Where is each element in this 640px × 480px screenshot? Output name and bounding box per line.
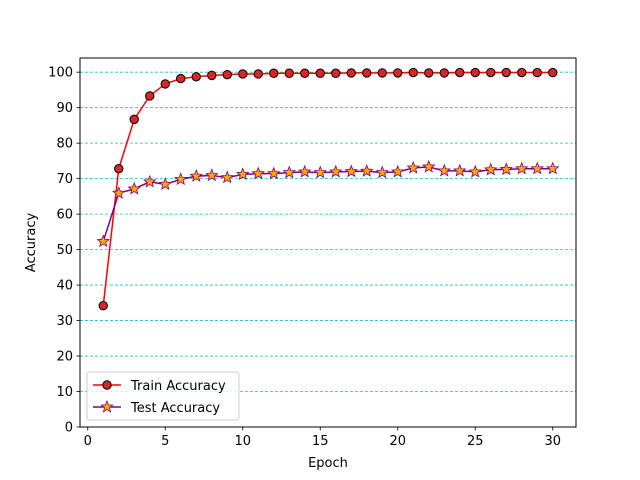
data-point: [176, 73, 186, 84]
plot-area-frame: [79, 57, 577, 428]
legend-train-marker: [102, 380, 112, 390]
x-axis-label: Epoch: [308, 456, 348, 471]
data-point: [468, 164, 483, 178]
legend-marker: [102, 380, 112, 390]
y-tick-label: 10: [56, 385, 73, 400]
y-tick-label: 100: [48, 66, 73, 81]
data-point: [421, 159, 436, 173]
data-point: [346, 68, 356, 78]
data-point: [501, 67, 511, 78]
data-point: [282, 165, 297, 179]
data-point: [269, 68, 279, 78]
data-point: [499, 162, 514, 176]
x-tick-label: 20: [389, 434, 406, 449]
data-point: [390, 164, 405, 178]
data-point: [359, 164, 374, 177]
data-point: [189, 169, 204, 182]
y-axis-label: Accuracy: [24, 213, 39, 273]
data-point: [439, 68, 449, 78]
data-point: [514, 161, 529, 175]
data-point: [251, 166, 266, 180]
x-tick-label: 5: [161, 434, 169, 449]
data-point: [548, 67, 558, 78]
data-point: [455, 67, 465, 78]
data-point: [127, 181, 142, 195]
data-point: [532, 67, 542, 78]
data-point: [424, 68, 434, 78]
data-point: [530, 161, 545, 175]
x-tick-label: 25: [467, 434, 484, 449]
y-tick-label: 80: [56, 137, 73, 152]
data-point: [408, 67, 418, 78]
data-point: [98, 300, 108, 311]
data-point: [393, 68, 403, 78]
data-point: [470, 67, 480, 78]
data-point: [313, 165, 328, 179]
data-point: [204, 168, 219, 182]
data-point: [483, 162, 498, 176]
axis-ticks: 0 10 20 30 40 50 60 70 80 90 100 0 5 10 15 20 25 30: [48, 66, 561, 449]
legend-box: [86, 371, 240, 421]
data-point: [160, 79, 170, 89]
data-point: [158, 177, 173, 191]
y-tick-label: 70: [56, 172, 73, 187]
y-tick-label: 60: [56, 208, 73, 223]
data-point: [452, 163, 467, 177]
data-point: [220, 170, 235, 184]
y-tick-label: 50: [56, 243, 73, 258]
series-train: [98, 67, 558, 311]
data-point: [344, 164, 359, 178]
data-point: [111, 186, 126, 199]
x-tick-label: 15: [312, 434, 329, 449]
legend-train-label: Train Accuracy: [130, 379, 226, 394]
data-point: [145, 91, 155, 101]
data-point: [331, 68, 341, 78]
y-tick-label: 90: [56, 101, 73, 116]
data-point: [114, 164, 124, 174]
data-point: [96, 234, 111, 248]
y-gridlines: [80, 71, 576, 392]
data-point: [545, 161, 560, 175]
data-point: [517, 67, 527, 78]
data-point: [437, 163, 452, 177]
x-tick-label: 10: [234, 434, 251, 449]
legend: Train Accuracy Test Accuracy: [86, 371, 240, 421]
data-point: [284, 68, 294, 78]
data-point: [253, 69, 263, 79]
data-point: [173, 172, 188, 186]
y-tick-label: 0: [65, 421, 73, 436]
series-line: [102, 166, 553, 242]
data-point: [207, 70, 217, 81]
legend-test-marker: [100, 399, 114, 413]
data-point: [375, 165, 390, 179]
data-point: [266, 166, 281, 180]
legend-test-label: Test Accuracy: [130, 401, 220, 416]
x-tick-label: 0: [84, 434, 92, 449]
data-point: [406, 160, 421, 174]
data-point: [300, 68, 310, 78]
data-point: [377, 68, 387, 78]
data-point: [191, 72, 201, 82]
data-point: [297, 164, 312, 178]
series-test: [96, 159, 560, 248]
x-tick-label: 30: [544, 434, 561, 449]
data-point: [142, 174, 157, 188]
data-point: [238, 69, 248, 79]
y-tick-label: 40: [56, 279, 73, 294]
y-tick-label: 20: [56, 350, 73, 365]
series-layer: [96, 67, 560, 311]
data-point: [235, 167, 250, 181]
data-point: [486, 67, 496, 78]
data-point: [362, 68, 372, 78]
data-point: [315, 68, 325, 78]
y-tick-label: 30: [56, 314, 73, 329]
data-point: [222, 69, 232, 80]
data-point: [328, 164, 343, 178]
data-point: [129, 114, 139, 125]
legend-marker: [100, 399, 114, 413]
